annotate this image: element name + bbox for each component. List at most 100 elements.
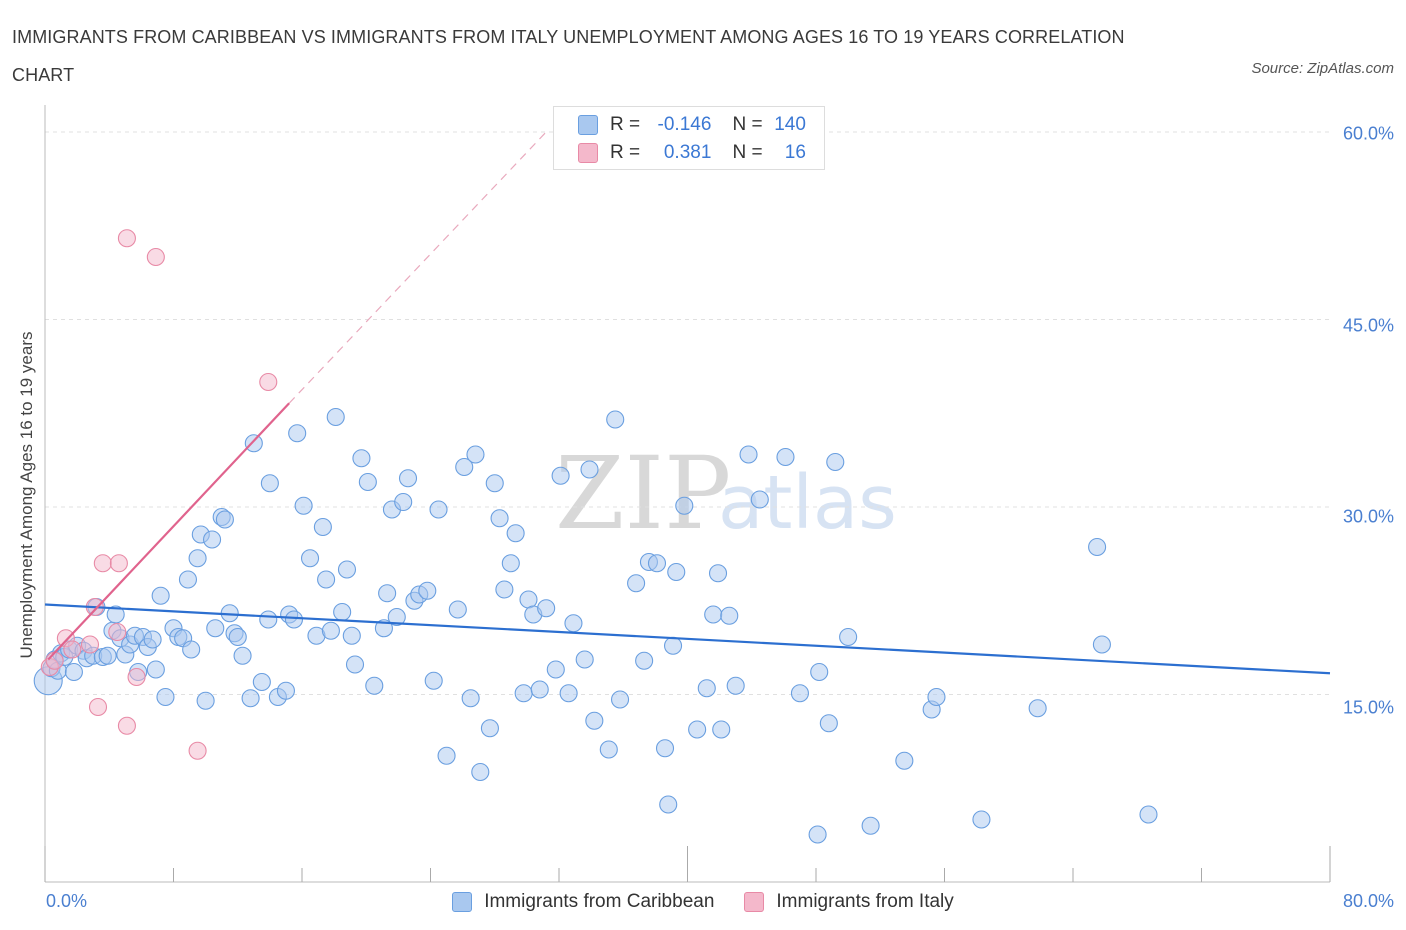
point-caribbean xyxy=(345,655,365,674)
chart-title: IMMIGRANTS FROM CARIBBEAN VS IMMIGRANTS … xyxy=(12,18,1192,94)
point-caribbean xyxy=(1028,699,1047,718)
point-caribbean xyxy=(546,660,565,679)
point-caribbean xyxy=(398,469,418,488)
point-caribbean xyxy=(519,590,538,609)
axis-layer xyxy=(44,105,1331,883)
point-caribbean xyxy=(720,606,739,625)
point-caribbean xyxy=(394,492,413,512)
point-caribbean xyxy=(437,746,456,765)
y-tick-15: 15.0% xyxy=(1342,697,1394,718)
point-caribbean xyxy=(424,671,443,690)
point-italy xyxy=(117,229,136,248)
correlation-legend: R = -0.146 N = 140 R = 0.381 N = 16 xyxy=(553,106,825,170)
point-caribbean xyxy=(429,500,448,519)
point-caribbean xyxy=(448,600,467,619)
legend-n-value: 140 xyxy=(774,114,806,135)
chart-title-line-1: IMMIGRANTS FROM CARIBBEAN VS IMMIGRANTS … xyxy=(12,27,1125,47)
point-caribbean xyxy=(659,795,678,814)
point-caribbean xyxy=(810,662,829,682)
point-caribbean xyxy=(288,424,307,443)
chart-title-line-2: CHART xyxy=(12,65,75,85)
point-italy xyxy=(127,667,146,687)
point-caribbean xyxy=(326,407,345,427)
point-caribbean xyxy=(530,680,549,699)
point-caribbean xyxy=(418,581,437,600)
point-caribbean xyxy=(455,457,474,477)
point-caribbean xyxy=(861,816,880,835)
legend-n-label: N = xyxy=(732,142,763,163)
point-caribbean xyxy=(106,605,125,624)
point-caribbean xyxy=(466,445,485,464)
point-caribbean xyxy=(485,474,504,493)
point-caribbean xyxy=(599,740,618,759)
point-caribbean xyxy=(551,466,570,485)
point-italy xyxy=(259,372,278,392)
point-caribbean xyxy=(321,621,340,640)
point-caribbean xyxy=(146,660,165,679)
legend-r-label: R = xyxy=(610,142,641,163)
point-caribbean xyxy=(927,687,946,707)
point-caribbean xyxy=(663,636,683,655)
point-italy xyxy=(45,651,64,670)
point-caribbean xyxy=(228,627,247,647)
point-caribbean xyxy=(495,580,514,599)
y-tick-45: 45.0% xyxy=(1342,315,1394,336)
y-tick-30: 30.0% xyxy=(1342,506,1394,527)
point-caribbean xyxy=(697,679,716,698)
point-caribbean xyxy=(514,684,533,703)
point-caribbean xyxy=(98,646,117,665)
point-caribbean xyxy=(206,619,225,638)
point-caribbean xyxy=(688,720,707,739)
point-caribbean xyxy=(337,560,357,579)
point-caribbean xyxy=(188,549,207,568)
legend-label-italy: Immigrants from Italy xyxy=(776,891,954,912)
legend-label-caribbean: Immigrants from Caribbean xyxy=(484,891,715,912)
point-caribbean xyxy=(606,410,625,429)
watermark-atlas: atlas xyxy=(718,460,897,546)
point-caribbean xyxy=(708,564,728,583)
trendline-italy-extension xyxy=(288,131,547,404)
point-caribbean xyxy=(895,751,914,770)
point-caribbean xyxy=(143,630,162,649)
point-caribbean xyxy=(1092,635,1111,654)
point-caribbean xyxy=(300,549,320,568)
legend-r-value: -0.146 xyxy=(657,114,712,135)
y-axis-label: Unemployment Among Ages 16 to 19 years xyxy=(17,331,36,659)
point-caribbean xyxy=(342,626,361,645)
point-caribbean xyxy=(647,554,667,573)
point-caribbean xyxy=(667,562,686,582)
point-caribbean xyxy=(675,496,694,515)
point-italy xyxy=(93,554,112,573)
point-italy xyxy=(188,741,207,760)
x-tick-min: 0.0% xyxy=(46,891,88,911)
legend-row-italy: R = 0.381 N = 16 xyxy=(578,141,806,165)
point-caribbean xyxy=(276,681,295,700)
point-caribbean xyxy=(333,602,352,622)
point-caribbean xyxy=(704,605,723,624)
legend-n-label: N = xyxy=(732,114,763,135)
point-caribbean xyxy=(365,676,384,695)
point-caribbean xyxy=(387,607,406,627)
point-caribbean xyxy=(317,570,336,589)
point-caribbean xyxy=(1088,537,1107,557)
point-caribbean xyxy=(1139,805,1158,824)
legend-swatch-caribbean xyxy=(578,115,598,135)
legend-swatch-italy xyxy=(744,892,765,912)
point-caribbean xyxy=(203,530,222,549)
point-caribbean xyxy=(839,627,858,647)
point-caribbean xyxy=(178,570,198,589)
point-caribbean xyxy=(585,711,604,730)
point-italy xyxy=(109,554,128,573)
point-caribbean xyxy=(480,719,499,738)
point-caribbean xyxy=(506,524,525,543)
point-caribbean xyxy=(564,614,583,633)
point-caribbean xyxy=(610,690,630,709)
point-caribbean xyxy=(655,739,675,758)
point-caribbean xyxy=(378,584,397,603)
point-caribbean xyxy=(501,554,520,573)
point-caribbean xyxy=(244,434,263,453)
point-italy xyxy=(88,697,108,717)
legend-n-value: 16 xyxy=(784,142,806,163)
point-caribbean xyxy=(259,610,278,629)
point-italy xyxy=(80,635,100,654)
